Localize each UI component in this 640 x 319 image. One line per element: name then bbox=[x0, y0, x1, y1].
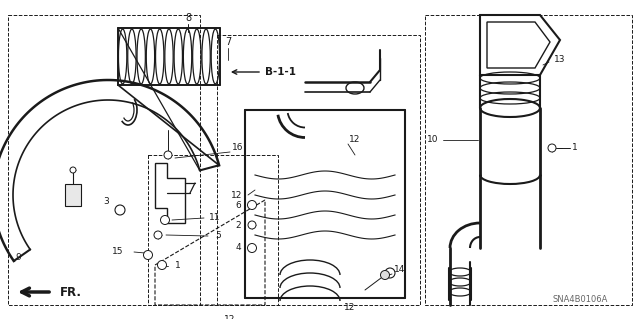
Bar bbox=[217, 35, 420, 305]
Text: 3: 3 bbox=[103, 197, 109, 206]
Text: 16: 16 bbox=[232, 144, 244, 152]
Text: 4: 4 bbox=[235, 243, 241, 253]
Circle shape bbox=[385, 268, 395, 278]
Circle shape bbox=[154, 231, 162, 239]
Circle shape bbox=[161, 216, 170, 225]
Circle shape bbox=[70, 167, 76, 173]
Text: 5: 5 bbox=[215, 232, 221, 241]
Bar bbox=[8, 15, 200, 305]
Text: 1: 1 bbox=[175, 261, 181, 270]
Text: 1: 1 bbox=[572, 144, 578, 152]
Circle shape bbox=[157, 261, 166, 270]
Circle shape bbox=[143, 250, 152, 259]
Circle shape bbox=[248, 201, 257, 210]
Text: SNA4B0106A: SNA4B0106A bbox=[552, 295, 608, 305]
Text: 12: 12 bbox=[344, 303, 356, 313]
Circle shape bbox=[115, 205, 125, 215]
Text: 12: 12 bbox=[224, 315, 236, 319]
Text: 12: 12 bbox=[349, 136, 361, 145]
Text: 13: 13 bbox=[554, 56, 566, 64]
Text: 2: 2 bbox=[235, 220, 241, 229]
Text: 11: 11 bbox=[209, 213, 221, 222]
Text: 10: 10 bbox=[428, 136, 439, 145]
Circle shape bbox=[164, 151, 172, 159]
Bar bbox=[425, 15, 632, 305]
Text: 6: 6 bbox=[235, 201, 241, 210]
Text: FR.: FR. bbox=[60, 286, 82, 299]
Circle shape bbox=[248, 243, 257, 253]
Bar bbox=[148, 155, 278, 305]
Text: 8: 8 bbox=[185, 13, 191, 23]
Text: 12: 12 bbox=[231, 190, 243, 199]
Text: 15: 15 bbox=[112, 248, 124, 256]
Text: 9: 9 bbox=[15, 254, 21, 263]
Circle shape bbox=[381, 271, 390, 279]
Text: 7: 7 bbox=[225, 37, 231, 47]
Circle shape bbox=[248, 221, 256, 229]
Text: B-1-1: B-1-1 bbox=[265, 67, 296, 77]
Text: 14: 14 bbox=[394, 265, 406, 275]
Bar bbox=[65, 184, 81, 206]
Circle shape bbox=[548, 144, 556, 152]
